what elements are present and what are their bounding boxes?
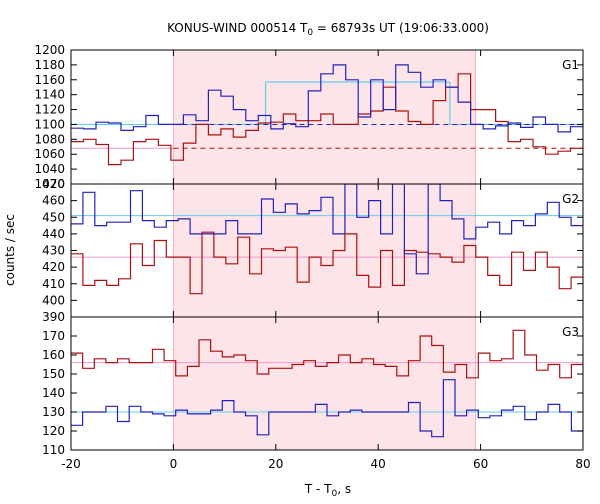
y-tick-label: 450 <box>42 210 65 224</box>
x-tick-label: 80 <box>575 457 590 471</box>
y-tick-label: 120 <box>42 424 65 438</box>
y-tick-label: 400 <box>42 293 65 307</box>
y-tick-label: 410 <box>42 277 65 291</box>
y-tick-label: 1160 <box>34 73 65 87</box>
series-red-g3 <box>71 329 583 379</box>
x-tick-label: 20 <box>268 457 283 471</box>
series-red-g1 <box>71 73 583 166</box>
y-tick-label: 1100 <box>34 117 65 131</box>
highlight-band-g2 <box>173 184 476 317</box>
y-tick-label: 1120 <box>34 103 65 117</box>
y-tick-label: 160 <box>42 348 65 362</box>
y-tick-label: 420 <box>42 260 65 274</box>
series-red-g2 <box>71 231 583 295</box>
highlight-band-g1 <box>173 50 476 184</box>
highlight-band-g3 <box>173 317 476 450</box>
x-tick-label: 0 <box>170 457 178 471</box>
x-tick-label: -20 <box>61 457 81 471</box>
y-tick-label: 170 <box>42 329 65 343</box>
x-tick-label: 40 <box>371 457 386 471</box>
y-tick-label: 1180 <box>34 58 65 72</box>
panel-plot-g3 <box>71 329 583 438</box>
series-blue-g3 <box>71 379 583 438</box>
chart-title: KONUS-WIND 000514 T0 = 68793s UT (19:06:… <box>167 21 489 38</box>
y-tick-label: 150 <box>42 367 65 381</box>
panel-label: G2 <box>562 192 579 206</box>
panel-plot-g1 <box>71 64 583 166</box>
y-tick-label: 140 <box>42 386 65 400</box>
y-axis-label: counts / sec <box>3 214 17 286</box>
y-tick-label: 430 <box>42 244 65 258</box>
y-tick-label: 440 <box>42 227 65 241</box>
y-tick-label: 130 <box>42 405 65 419</box>
y-tick-label: 1020 <box>34 177 65 191</box>
series-blue-g2 <box>71 184 583 275</box>
y-tick-label: 1040 <box>34 162 65 176</box>
y-tick-label: 470 <box>42 177 65 191</box>
panel-label: G1 <box>562 58 579 72</box>
panel-plot-g2 <box>71 184 583 295</box>
series-blue-g1 <box>71 64 583 133</box>
x-axis-label: T - T0, s <box>304 482 351 499</box>
y-tick-label: 110 <box>42 443 65 457</box>
y-tick-label: 1140 <box>34 88 65 102</box>
y-tick-label: 390 <box>42 310 65 324</box>
panel-label: G3 <box>562 325 579 339</box>
panel-frame-g3 <box>70 316 584 451</box>
y-tick-label: 1200 <box>34 43 65 57</box>
y-tick-label: 1060 <box>34 147 65 161</box>
x-tick-label: 60 <box>473 457 488 471</box>
y-tick-label: 1080 <box>34 132 65 146</box>
y-tick-label: 460 <box>42 194 65 208</box>
